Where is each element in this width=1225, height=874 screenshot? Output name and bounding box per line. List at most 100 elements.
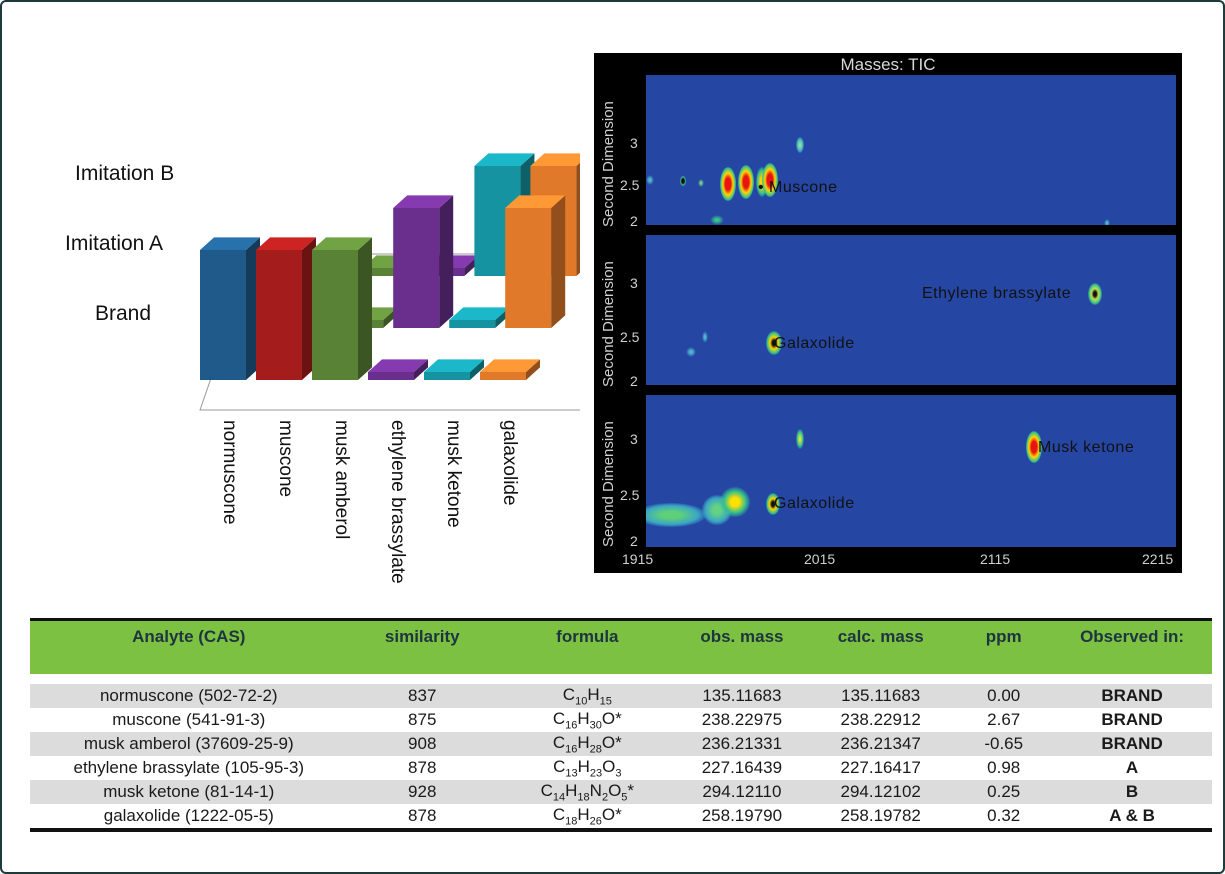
heatmap-plot-2: Galaxolide Ethylene brassylate xyxy=(646,235,1176,385)
bar-brand-musk-ketone xyxy=(424,359,484,380)
bar-brand-musk-amberol xyxy=(312,237,372,380)
category-label: ethylene brassylate xyxy=(387,420,408,584)
cell-obs-mass: 238.22975 xyxy=(701,710,783,729)
cell-ppm: 0.32 xyxy=(955,804,1053,832)
cell-formula: C16H28O* xyxy=(496,732,678,756)
table-row: galaxolide (1222-05-5) 878 C18H26O* 258.197… xyxy=(30,804,1212,832)
peak xyxy=(710,215,724,225)
cell-formula: C14H18N2O5* xyxy=(496,780,678,804)
bar3d-svg: Imitation B Imitation A Brand normuscone… xyxy=(65,153,651,584)
cell-obs-mass: 294.12110 xyxy=(677,780,807,804)
cell-observed-in: BRAND xyxy=(1052,684,1212,708)
peak xyxy=(646,175,654,185)
bar-imitation-a-galaxolide xyxy=(505,195,566,328)
bar-brand-normuscone xyxy=(200,237,260,380)
cell-observed-in: A xyxy=(1125,758,1139,777)
cell-analyte: galaxolide (1222-05-5) xyxy=(30,804,348,832)
peak-label-ethylene-brassylate: Ethylene brassylate xyxy=(922,285,1072,302)
peak xyxy=(762,163,778,197)
bar-brand-ethylene-brassylate xyxy=(368,359,428,380)
bar-imitation-a-musk-ketone xyxy=(449,307,510,328)
peak-label-galaxolide: Galaxolide xyxy=(774,495,855,512)
cell-observed-in: BRAND xyxy=(1101,710,1163,729)
cell-obs-mass: 258.19790 xyxy=(677,804,807,832)
cell-similarity: 928 xyxy=(347,780,497,804)
peak-label-muscone: • Muscone xyxy=(758,179,838,196)
cell-calc-mass: 238.22912 xyxy=(840,710,921,729)
peak xyxy=(686,347,696,357)
cell-formula: C13H23O3 xyxy=(553,756,622,780)
col-header-formula: formula xyxy=(496,618,678,674)
cell-ppm: 0.25 xyxy=(955,780,1053,804)
peak xyxy=(1088,283,1102,305)
category-label: normuscone xyxy=(219,420,240,525)
cell-observed-in: B xyxy=(1052,780,1212,804)
cell-analyte: ethylene brassylate (105-95-3) xyxy=(73,758,305,777)
ytick: 2 xyxy=(630,533,638,549)
peak xyxy=(796,429,804,449)
cell-obs-mass: 236.21331 xyxy=(677,732,807,756)
peak xyxy=(680,176,686,186)
row-label-imitation-a: Imitation A xyxy=(65,232,163,255)
col-header-observed-in: Observed in: xyxy=(1052,618,1212,674)
cell-obs-mass: 135.11683 xyxy=(677,684,807,708)
bar3d-category-labels: normuscone muscone musk amberol ethylene… xyxy=(219,420,520,584)
xtick: 2115 xyxy=(980,551,1011,567)
bar-imitation-a-ethylene-brassylate xyxy=(393,195,454,328)
analyte-table: Analyte (CAS) similarity formula obs. ma… xyxy=(30,618,1212,832)
col-header-analyte: Analyte (CAS) xyxy=(30,618,348,674)
table-row: muscone (541-91-3) 875 C16H30O* 238.22975 23… xyxy=(30,708,1212,732)
category-label: musk amberol xyxy=(331,420,352,539)
heatmap-panel-3: Galaxolide Musk ketone Second Dimension … xyxy=(594,395,1182,573)
table-row: musk ketone (81-14-1) 928 C14H18N2O5* 294.1… xyxy=(30,780,1212,804)
peak xyxy=(1026,431,1042,463)
col-header-similarity: similarity xyxy=(347,618,497,674)
cell-ppm: -0.65 xyxy=(955,732,1053,756)
cell-analyte: musk amberol (37609-25-9) xyxy=(30,732,348,756)
ytick: 2.5 xyxy=(620,487,640,503)
peak-label-musk-ketone: Musk ketone xyxy=(1038,439,1135,456)
peak xyxy=(766,331,782,355)
cell-observed-in: A & B xyxy=(1052,804,1212,832)
peak xyxy=(766,493,780,515)
heatmap-ylabel: Second Dimension xyxy=(600,261,617,387)
bar-brand-galaxolide xyxy=(480,359,540,380)
peak xyxy=(738,165,754,199)
col-header-calc-mass: calc. mass xyxy=(806,618,956,674)
cell-ppm: 2.67 xyxy=(987,710,1021,729)
cell-similarity: 878 xyxy=(347,804,497,832)
ytick: 2.5 xyxy=(620,329,640,345)
table-row: musk amberol (37609-25-9) 908 C16H28O* 236.… xyxy=(30,732,1212,756)
cell-formula: C18H26O* xyxy=(496,804,678,832)
peak xyxy=(702,331,708,343)
row-label-imitation-b: Imitation B xyxy=(75,162,174,185)
cell-formula: C10H15 xyxy=(496,684,678,708)
ytick: 2.5 xyxy=(620,177,640,193)
ytick: 3 xyxy=(630,431,638,447)
table-row: normuscone (502-72-2) 837 C10H15 135.11683 1… xyxy=(30,684,1212,708)
ytick: 2 xyxy=(630,213,638,229)
col-header-ppm: ppm xyxy=(955,618,1053,674)
cell-formula: C16H30O* xyxy=(552,708,622,732)
peak-label-galaxolide: Galaxolide xyxy=(774,335,855,352)
cell-similarity: 908 xyxy=(347,732,497,756)
ytick: 3 xyxy=(630,135,638,151)
peak xyxy=(720,487,750,517)
table-header-row: Analyte (CAS) similarity formula obs. ma… xyxy=(30,618,1212,674)
peak xyxy=(796,137,804,153)
xtick: 1915 xyxy=(622,551,654,567)
cell-analyte: musk ketone (81-14-1) xyxy=(30,780,348,804)
cell-ppm: 0.98 xyxy=(987,758,1021,777)
cell-calc-mass: 258.19782 xyxy=(806,804,956,832)
cell-observed-in: BRAND xyxy=(1052,732,1212,756)
row-label-brand: Brand xyxy=(95,302,151,325)
ytick: 2 xyxy=(630,373,638,389)
cell-calc-mass: 294.12102 xyxy=(806,780,956,804)
cell-analyte: muscone (541-91-3) xyxy=(112,710,266,729)
peak xyxy=(720,167,736,201)
heatmap-ylabel: Second Dimension xyxy=(600,421,617,547)
peak xyxy=(1104,219,1110,225)
xtick: 2015 xyxy=(804,551,836,567)
cell-calc-mass: 236.21347 xyxy=(806,732,956,756)
heatmap-chart: Masses: TIC • Muscone Second Dimension 3… xyxy=(594,53,1182,573)
